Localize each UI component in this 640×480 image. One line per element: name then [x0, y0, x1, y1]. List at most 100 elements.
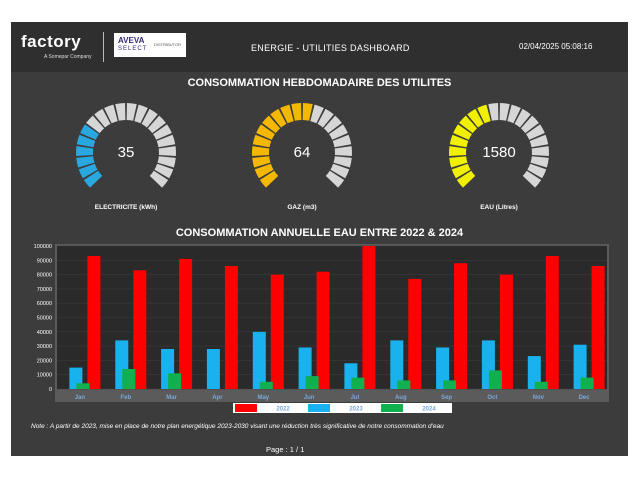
- y-tick-label: 20000: [37, 358, 52, 364]
- gauge-segment: [83, 170, 103, 188]
- x-tick-label: Nov: [533, 395, 545, 401]
- gauge-segment: [526, 124, 545, 140]
- gauge-segment: [141, 108, 158, 128]
- gauge-segment: [507, 104, 521, 124]
- bar-2023-Apr: [206, 349, 220, 389]
- gas-gauge: 64: [247, 98, 357, 208]
- header-bar: factory A Somepar Company AVEVA SELECT D…: [11, 22, 628, 72]
- electricity-gauge-label: ELECTRICITE (kWh): [94, 204, 158, 211]
- gauge-segment: [254, 163, 274, 179]
- logo-divider: [103, 32, 104, 62]
- gauge-segment: [157, 156, 176, 168]
- gauge-segment: [514, 108, 531, 128]
- y-tick-label: 60000: [37, 301, 52, 307]
- gauge-segment: [78, 163, 98, 179]
- gauge-segment: [520, 115, 539, 134]
- legend-swatch-2024: [381, 404, 403, 412]
- x-tick-label: Jul: [351, 395, 360, 401]
- bar-2022-Oct: [499, 274, 513, 389]
- dashboard-panel: factory A Somepar Company AVEVA SELECT D…: [11, 22, 628, 456]
- gauge-segment: [302, 103, 313, 121]
- aveva-name: AVEVA: [118, 36, 145, 45]
- gauge-segment: [126, 103, 137, 121]
- bar-2022-Sep: [454, 263, 468, 389]
- gauge-segment: [453, 124, 472, 140]
- bar-2022-Aug: [408, 278, 422, 389]
- gauge-segment: [529, 134, 549, 148]
- bar-2022-Nov: [545, 256, 559, 389]
- bar-2024-Mar: [168, 373, 182, 389]
- bar-2024-Sep: [443, 380, 457, 389]
- bar-2024-Jan: [76, 383, 90, 389]
- gauge-segment: [325, 170, 345, 188]
- gauge-segment: [530, 156, 549, 168]
- x-tick-label: May: [257, 395, 269, 401]
- gauge-segment: [451, 163, 471, 179]
- gauge-segment: [291, 103, 302, 121]
- factory-logo: factory: [21, 32, 82, 51]
- gauge-segment: [477, 104, 491, 124]
- bar-2024-Nov: [534, 381, 548, 389]
- bar-2022-May: [270, 274, 284, 389]
- gauge-segment: [310, 104, 324, 124]
- gauge-segment: [488, 103, 499, 121]
- bar-2023-Sep: [436, 347, 450, 389]
- y-tick-label: 70000: [37, 287, 52, 293]
- gauge-segment: [449, 134, 469, 148]
- gauge-segment: [334, 146, 353, 156]
- gauge-segment: [156, 134, 176, 148]
- aveva-logo: AVEVA SELECT DISTRIBUTOR: [114, 33, 186, 57]
- bar-2024-Dec: [580, 377, 594, 389]
- gas-gauge-value: 64: [293, 144, 311, 161]
- gauge-segment: [499, 103, 510, 121]
- gauge-segment: [134, 104, 148, 124]
- timestamp: 02/04/2025 05:08:16: [519, 42, 593, 51]
- bar-2024-May: [259, 381, 273, 389]
- x-tick-label: Jun: [304, 395, 315, 401]
- y-tick-label: 10000: [37, 373, 52, 379]
- gauge-segment: [449, 156, 468, 168]
- gauge-segment: [280, 104, 294, 124]
- bar-2024-Jul: [351, 377, 365, 389]
- bar-2022-Mar: [179, 258, 193, 389]
- annual-water-chart: 1000009000080000700006000050000400003000…: [34, 244, 609, 413]
- legend-label-2024: 2024: [422, 407, 436, 413]
- electricity-gauge-arc: [75, 103, 177, 188]
- gauge-segment: [262, 115, 281, 134]
- water-gauge-label: EAU (Litres): [480, 204, 518, 211]
- bar-2022-Jan: [87, 256, 101, 389]
- gauge-segment: [94, 108, 111, 128]
- gauge-segment: [153, 124, 172, 140]
- gauge-segment: [459, 115, 478, 134]
- aveva-select: SELECT: [118, 46, 148, 52]
- factory-logo-subtitle: A Somepar Company: [44, 54, 92, 60]
- gauge-segment: [75, 146, 94, 156]
- gauge-segment: [330, 163, 350, 179]
- gauge-segment: [154, 163, 174, 179]
- gauge-segment: [317, 108, 334, 128]
- legend-label-2023: 2023: [349, 407, 363, 413]
- gauge-segment: [104, 104, 118, 124]
- bar-2024-Jun: [305, 376, 319, 389]
- weekly-section-title: CONSOMMATION HEBDOMADAIRE DES UTILITES: [187, 77, 452, 89]
- water-gauge-value: 1580: [482, 144, 516, 161]
- bar-2022-Jul: [362, 246, 376, 389]
- bar-2023-Aug: [390, 340, 404, 389]
- electricity-gauge: 35: [71, 98, 181, 208]
- bar-2023-May: [252, 331, 266, 389]
- gauge-segment: [259, 170, 279, 188]
- gauge-segment: [329, 124, 348, 140]
- gauge-segment: [333, 156, 352, 168]
- bar-2024-Aug: [397, 380, 411, 389]
- y-tick-label: 0: [49, 387, 52, 393]
- legend-swatch-2023: [308, 404, 330, 412]
- gauge-segment: [158, 146, 177, 156]
- gas-gauge-label: GAZ (m3): [287, 204, 317, 211]
- gauge-segment: [252, 134, 272, 148]
- gauge-segment: [86, 115, 105, 134]
- legend-label-2022: 2022: [276, 407, 290, 413]
- x-tick-label: Dec: [579, 395, 591, 401]
- x-tick-label: Mar: [166, 395, 177, 401]
- water-gauge: 1580: [444, 98, 554, 208]
- bar-2022-Feb: [133, 270, 147, 389]
